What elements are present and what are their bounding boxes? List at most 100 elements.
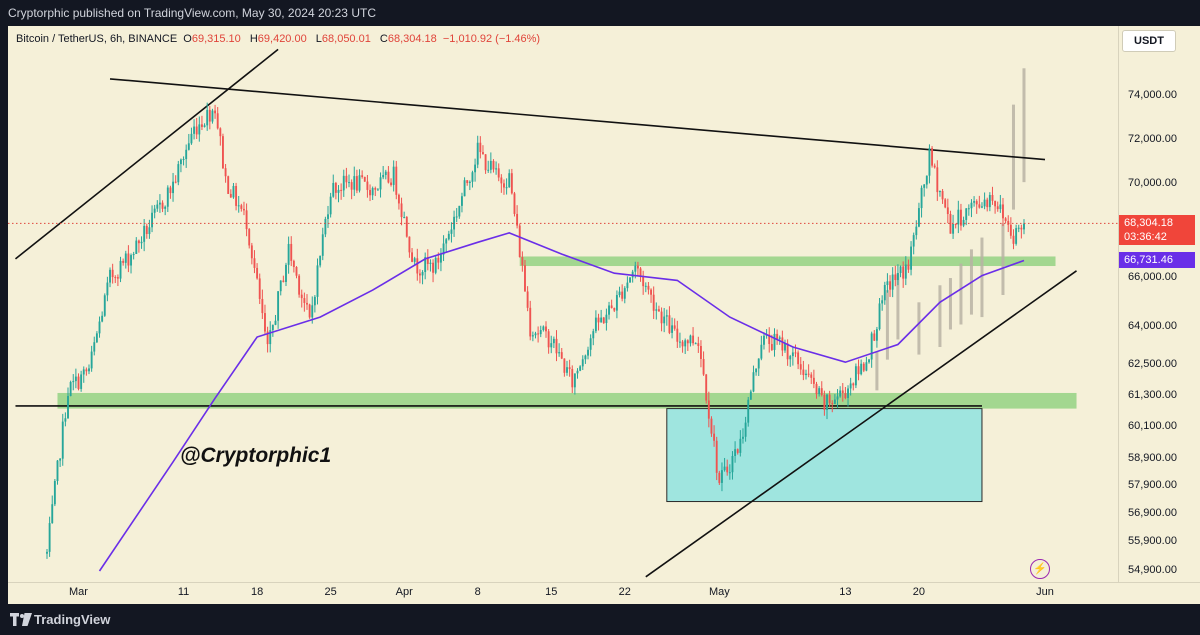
candle-body	[847, 388, 849, 399]
candle-body	[957, 209, 960, 225]
candle-body	[555, 338, 558, 354]
candle-body	[316, 265, 319, 297]
candle-body	[967, 208, 970, 210]
x-tick-label: Apr	[395, 586, 413, 598]
candle-body	[589, 338, 592, 350]
candle-body	[479, 142, 482, 153]
candle-body	[991, 194, 994, 201]
candle-body	[889, 281, 891, 290]
candle-body	[411, 252, 413, 262]
time-axis[interactable]	[8, 582, 1200, 605]
candle-body	[248, 229, 251, 246]
zone-support-0	[57, 392, 1077, 409]
candle-body	[1017, 227, 1020, 229]
candle-body	[660, 311, 663, 324]
open-value: 69,315.10	[191, 33, 241, 45]
candle-body	[61, 421, 64, 459]
projection-bar	[938, 285, 942, 347]
candle-body	[831, 402, 834, 404]
candle-body	[626, 282, 629, 289]
candle-body	[384, 171, 387, 175]
candle-body	[1002, 204, 1004, 219]
candle-body	[618, 291, 621, 296]
candle-body	[164, 206, 167, 209]
candle-body	[1007, 220, 1010, 225]
candle-body	[936, 167, 939, 193]
candle-body	[182, 159, 185, 161]
candle-body	[975, 201, 978, 205]
candle-body	[915, 226, 918, 236]
candle-body	[463, 180, 466, 197]
y-tick-label: 57,900.00	[1128, 479, 1177, 492]
candle-body	[647, 285, 650, 290]
x-tick-label: 20	[912, 586, 926, 598]
candle-body	[382, 174, 385, 178]
candle-body	[865, 362, 868, 371]
candle-body	[815, 383, 818, 395]
y-tick-label: 72,000.00	[1128, 132, 1177, 145]
y-tick-label: 54,900.00	[1128, 564, 1177, 576]
candle-body	[442, 243, 445, 255]
candle-body	[797, 352, 800, 365]
candle-body	[739, 438, 742, 453]
candle-body	[48, 523, 51, 552]
candle-body	[1015, 228, 1018, 244]
candle-body	[608, 305, 610, 315]
candle-body	[487, 169, 490, 171]
candle-body	[303, 298, 306, 303]
candle-body	[80, 374, 83, 389]
candle-body	[492, 160, 495, 170]
candle-body	[839, 390, 842, 397]
candle-body	[676, 328, 679, 342]
candle-body	[671, 325, 674, 333]
candle-body	[791, 352, 794, 357]
candle-body	[51, 504, 54, 524]
candle-body	[755, 368, 758, 373]
lightning-icon[interactable]: ⚡	[1030, 559, 1050, 579]
candle-body	[153, 208, 156, 213]
candle-body	[663, 316, 666, 324]
candle-body	[455, 216, 458, 218]
y-tick-label: 60,100.00	[1128, 420, 1177, 433]
candle-body	[1020, 227, 1023, 230]
candle-body	[489, 160, 492, 170]
candle-body	[350, 182, 353, 190]
candle-body	[253, 258, 256, 268]
candle-body	[623, 288, 626, 299]
candle-body	[311, 305, 314, 318]
candle-body	[474, 164, 477, 173]
trendline-1	[109, 78, 1046, 161]
candle-body	[828, 394, 831, 403]
candle-body	[896, 273, 899, 281]
candle-body	[285, 264, 287, 282]
currency-button[interactable]: USDT	[1122, 30, 1176, 52]
candle-body	[518, 225, 521, 257]
candle-body	[245, 210, 248, 230]
candle-body	[539, 330, 542, 335]
candle-body	[986, 199, 989, 208]
top-bar: Cryptorphic published on TradingView.com…	[0, 0, 1200, 26]
candle-body	[416, 258, 419, 274]
candle-body	[172, 181, 174, 194]
price-axis[interactable]	[1118, 26, 1200, 582]
tradingview-logo-icon[interactable]	[10, 613, 32, 626]
candle-body	[190, 133, 193, 144]
candle-body	[67, 396, 69, 419]
plot-layer	[8, 48, 1118, 578]
symbol-name: Bitcoin / TetherUS, 6h, BINANCE	[16, 33, 178, 45]
candle-body	[88, 368, 90, 372]
candle-body	[694, 343, 697, 345]
candle-body	[878, 303, 881, 330]
candle-body	[907, 264, 910, 270]
projection-bar	[980, 237, 984, 318]
moving-average-line	[98, 232, 1025, 572]
candle-body	[521, 256, 524, 266]
candle-body	[235, 185, 238, 206]
candle-body	[600, 317, 603, 323]
low-value: 68,050.01	[321, 33, 371, 45]
candle-body	[337, 189, 340, 193]
brand-name[interactable]: TradingView	[34, 612, 111, 627]
candle-body	[101, 315, 104, 322]
candle-body	[298, 275, 301, 295]
candle-body	[581, 359, 584, 367]
